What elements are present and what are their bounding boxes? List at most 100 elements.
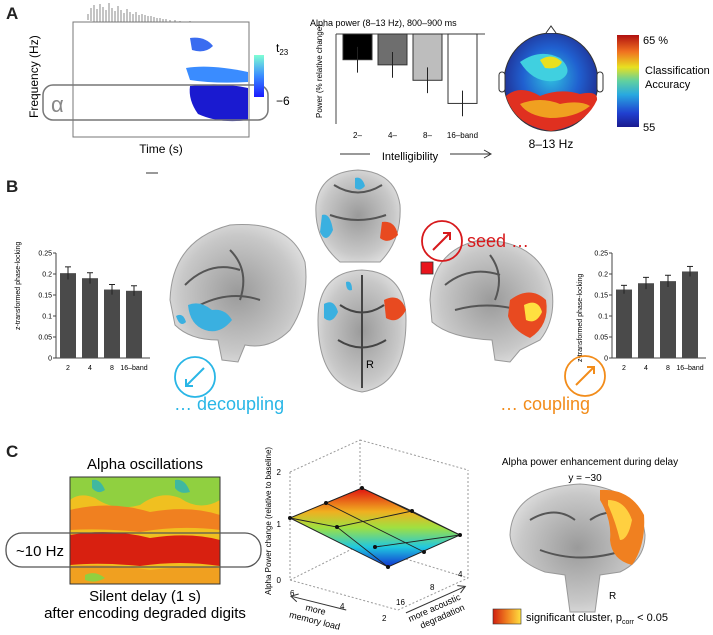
bar-chart-xlabel: Intelligibility: [382, 151, 439, 163]
alpha-power-bar-chart: Alpha power (8–13 Hz), 800–900 ms Power …: [310, 18, 493, 163]
left-sagittal-brain: [169, 223, 307, 363]
sulci: [329, 184, 387, 221]
alpha-surface-plot: 2 1 0 Alpha Power change (relative to ba…: [264, 439, 469, 632]
bar: [60, 273, 76, 358]
coronal-hemisphere: R: [609, 591, 616, 602]
category-label: 16–band: [120, 365, 147, 372]
right-sagittal-brain: [429, 239, 554, 363]
category-label: 8: [110, 365, 114, 372]
y-tick-label: 0.05: [594, 335, 608, 342]
alpha-band-outline: [42, 84, 269, 121]
load-tick: 4: [340, 602, 345, 611]
decoupling-cluster: [176, 314, 186, 324]
degradation-arrow: [405, 586, 465, 614]
z-tick: 1: [277, 520, 282, 529]
topomap: 8–13 Hz 65 % 55 Classification Accuracy: [498, 25, 710, 151]
sulci: [184, 249, 261, 306]
degradation-tick: 8: [430, 583, 435, 592]
spectrogram: α Frequency (Hz) Time (s) t23 −6: [27, 3, 290, 174]
coupling-arrow-icon: [575, 367, 594, 386]
coupling-cluster: [380, 221, 398, 241]
coronal-title: Alpha power enhancement during delay: [502, 457, 678, 468]
surface-points: [288, 486, 462, 569]
ear-left-icon: [498, 71, 506, 93]
brain-outline: [169, 223, 307, 363]
alpha-symbol: α: [51, 92, 64, 117]
cbar-bottom-label: −6: [276, 94, 290, 108]
coupling-indicator: … coupling: [500, 355, 606, 414]
y-tick-label: 0: [604, 356, 608, 363]
topo-patch: [540, 56, 562, 69]
y-tick-label: 0.05: [38, 335, 52, 342]
axial-brain: R: [317, 269, 407, 393]
accuracy-label-2: Accuracy: [645, 79, 691, 91]
alpha-band-outline: [5, 532, 262, 568]
coronal-brain-top: [315, 169, 401, 263]
bar: [660, 281, 676, 358]
decoupling-label: … decoupling: [174, 394, 284, 414]
bar: [126, 290, 142, 358]
arrow-head-icon: [483, 149, 493, 159]
bar-chart-ylabel: Power (% relative change): [315, 24, 324, 118]
heatmap-yellow: [70, 565, 220, 584]
bar: [638, 283, 654, 358]
panel-letter-a: A: [6, 4, 19, 23]
alpha-heatmap: Alpha oscillations ~10 Hz Silent delay (…: [5, 456, 262, 622]
sulci: [337, 275, 387, 388]
heatmap-red: [70, 532, 220, 566]
degradation-axis-label: more acoustic degradation: [405, 585, 467, 631]
y-tick-label: 0.1: [598, 314, 608, 321]
hemisphere-label: R: [366, 359, 374, 371]
heatmap-caption-1: Silent delay (1 s): [89, 588, 201, 605]
seed-arrow-icon: [432, 233, 450, 251]
category-label: 4: [644, 365, 648, 372]
y-tick-label: 0.25: [38, 251, 52, 258]
category-label: 2–: [353, 131, 362, 140]
y-tick-label: 0.15: [38, 293, 52, 300]
cluster-legend-label: significant cluster, pcorr < 0.05: [526, 612, 668, 626]
seed-region-square: [420, 261, 434, 275]
t-colorbar: [254, 55, 264, 97]
blob: [189, 84, 248, 122]
decoupling-cluster: [346, 281, 352, 291]
spectrogram-xlabel: Time (s): [139, 142, 183, 156]
category-label: 2: [66, 365, 70, 372]
accuracy-colorbar: [617, 35, 639, 127]
left-phase-locking-bar-chart: z-transformed phase-locking 0 0.05 0.1 0.15…: [15, 242, 150, 372]
coupling-label: … coupling: [500, 394, 590, 414]
plot-box-edge: [359, 439, 469, 471]
accuracy-top-label: 65 %: [643, 35, 668, 47]
heatmap-caption-2: after encoding degraded digits: [44, 605, 246, 622]
coronal-coordinate: y = −30: [568, 473, 602, 484]
bar: [82, 278, 98, 358]
blob: [190, 37, 213, 52]
accuracy-bottom-label: 55: [643, 122, 655, 134]
y-tick-label: 0.1: [42, 314, 52, 321]
ear-right-icon: [596, 71, 604, 93]
coupling-core: [524, 302, 542, 322]
heatmap-teal: [92, 479, 190, 493]
accuracy-label-1: Classification: [645, 65, 710, 77]
category-label: 16–band: [676, 365, 703, 372]
decoupling-cluster: [324, 302, 338, 321]
enhancement-core: [608, 500, 632, 540]
spectrogram-ylabel: Frequency (Hz): [27, 35, 41, 118]
load-label-1: more: [305, 602, 327, 617]
decoupling-cluster: [320, 214, 333, 239]
heatmap-title: Alpha oscillations: [87, 456, 203, 473]
heatmap-frame: [69, 476, 221, 585]
load-tick: 2: [382, 614, 387, 623]
degradation-arrow-head-icon: [457, 585, 467, 594]
panel-letter-c: C: [6, 442, 19, 461]
decoupling-cluster: [355, 177, 365, 190]
coronal-brain-c: Alpha power enhancement during delay y =…: [492, 457, 678, 626]
decoupling-cluster: [188, 303, 232, 332]
y-tick-label: 0.25: [594, 251, 608, 258]
left-bars-ylabel: z-transformed phase-locking: [15, 242, 22, 330]
plot-box-edge: [289, 439, 361, 473]
coupling-cluster: [384, 297, 406, 321]
category-label: 16–band: [447, 131, 478, 140]
category-label: 2: [622, 365, 626, 372]
brain-outline: [315, 169, 401, 263]
